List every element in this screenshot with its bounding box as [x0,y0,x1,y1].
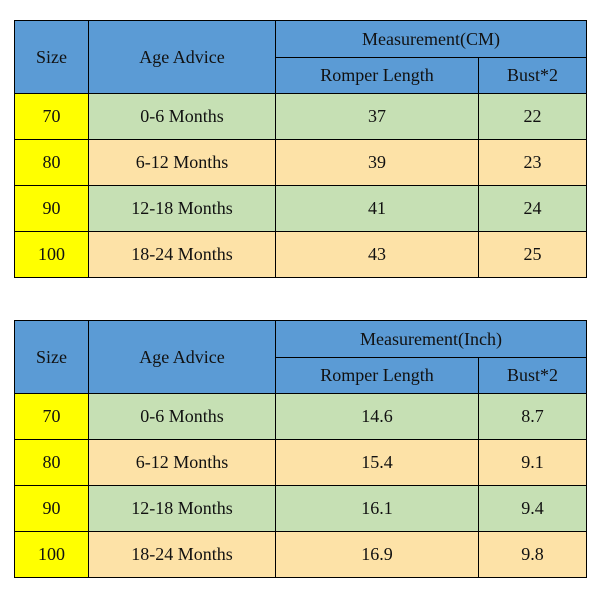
age-cell: 12-18 Months [88,185,276,232]
header-measurement-group: Measurement(CM) [275,20,587,58]
length-cell: 41 [275,185,479,232]
bust-cell: 25 [478,231,587,278]
bust-cell: 9.1 [478,439,587,486]
bust-cell: 22 [478,93,587,140]
table-row: 70 0-6 Months 14.6 8.7 [14,393,587,440]
size-chart-cm-table: Size Age Advice Measurement(CM) Romper L… [14,20,587,278]
header-romper-length: Romper Length [275,357,479,394]
length-cell: 14.6 [275,393,479,440]
length-cell: 16.1 [275,485,479,532]
table-row: 90 12-18 Months 41 24 [14,185,587,232]
size-cell: 90 [14,485,89,532]
size-cell: 100 [14,531,89,578]
header-romper-length: Romper Length [275,57,479,94]
size-cell: 80 [14,439,89,486]
table-row: 90 12-18 Months 16.1 9.4 [14,485,587,532]
table-subheader-row: Romper Length Bust*2 [15,57,587,94]
length-cell: 39 [275,139,479,186]
table-header-row: Size Age Advice Measurement(CM) [14,20,587,94]
age-cell: 6-12 Months [88,139,276,186]
length-cell: 15.4 [275,439,479,486]
table-header-row: Size Age Advice Measurement(Inch) [14,320,587,394]
size-cell: 70 [14,93,89,140]
bust-cell: 24 [478,185,587,232]
length-cell: 16.9 [275,531,479,578]
header-bust: Bust*2 [478,357,587,394]
size-cell: 70 [14,393,89,440]
header-bust: Bust*2 [478,57,587,94]
size-cell: 80 [14,139,89,186]
length-cell: 37 [275,93,479,140]
size-chart-inch-table: Size Age Advice Measurement(Inch) Romper… [14,320,587,578]
age-cell: 12-18 Months [88,485,276,532]
size-cell: 100 [14,231,89,278]
table-row: 80 6-12 Months 15.4 9.1 [14,439,587,486]
bust-cell: 9.4 [478,485,587,532]
age-cell: 0-6 Months [88,393,276,440]
header-age-advice: Age Advice [88,320,276,394]
size-cell: 90 [14,185,89,232]
age-cell: 6-12 Months [88,439,276,486]
age-cell: 0-6 Months [88,93,276,140]
table-row: 80 6-12 Months 39 23 [14,139,587,186]
age-cell: 18-24 Months [88,531,276,578]
table-row: 100 18-24 Months 16.9 9.8 [14,531,587,578]
bust-cell: 8.7 [478,393,587,440]
bust-cell: 23 [478,139,587,186]
header-measurement-group: Measurement(Inch) [275,320,587,358]
length-cell: 43 [275,231,479,278]
age-cell: 18-24 Months [88,231,276,278]
header-size: Size [14,320,89,394]
header-age-advice: Age Advice [88,20,276,94]
table-row: 100 18-24 Months 43 25 [14,231,587,278]
bust-cell: 9.8 [478,531,587,578]
header-size: Size [14,20,89,94]
table-row: 70 0-6 Months 37 22 [14,93,587,140]
